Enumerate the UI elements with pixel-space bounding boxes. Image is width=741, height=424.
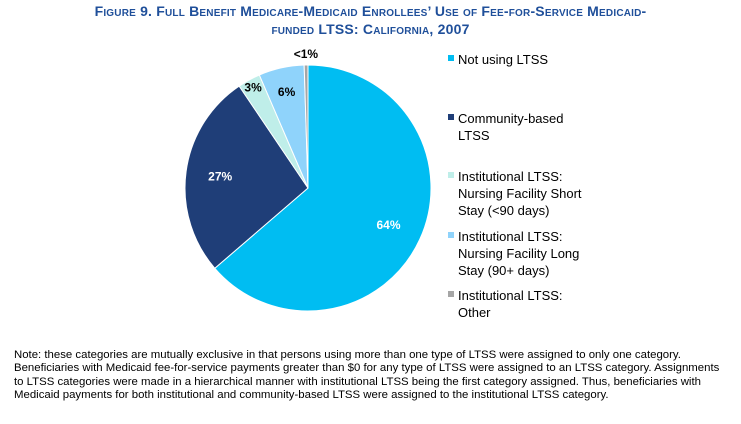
slice-community-based: [184, 85, 309, 269]
legend-label: Institutional LTSS: Nursing Facility Lon…: [458, 229, 580, 278]
slice-institutional-other: [303, 64, 309, 189]
data-label-nf-short-stay: 3%: [244, 81, 262, 95]
chart-title-line2: funded LTSS: California, 2007: [271, 21, 470, 37]
legend-swatch: [448, 232, 454, 238]
data-label-not-using-ltss: 64%: [376, 218, 400, 232]
slice-not-using-ltss: [214, 64, 432, 312]
legend-swatch: [448, 172, 454, 178]
legend-label: Institutional LTSS: Other: [458, 288, 563, 320]
legend-swatch: [448, 55, 454, 61]
legend-label: Institutional LTSS: Nursing Facility Sho…: [458, 169, 582, 218]
legend-swatch: [448, 291, 454, 297]
chart-note: Note: these categories are mutually excl…: [14, 349, 720, 402]
chart-title-line1: Figure 9. Full Benefit Medicare-Medicaid…: [94, 3, 647, 19]
legend-label: Not using LTSS: [458, 52, 549, 67]
data-label-community-based: 27%: [208, 169, 232, 183]
legend-label: Community-based LTSS: [458, 111, 564, 143]
data-label-nf-long-stay: 6%: [278, 85, 296, 99]
pie-chart: 64% 27% 3% 6% <1%: [184, 47, 432, 312]
data-label-institutional-other: <1%: [294, 47, 319, 61]
legend-swatch: [448, 114, 454, 120]
